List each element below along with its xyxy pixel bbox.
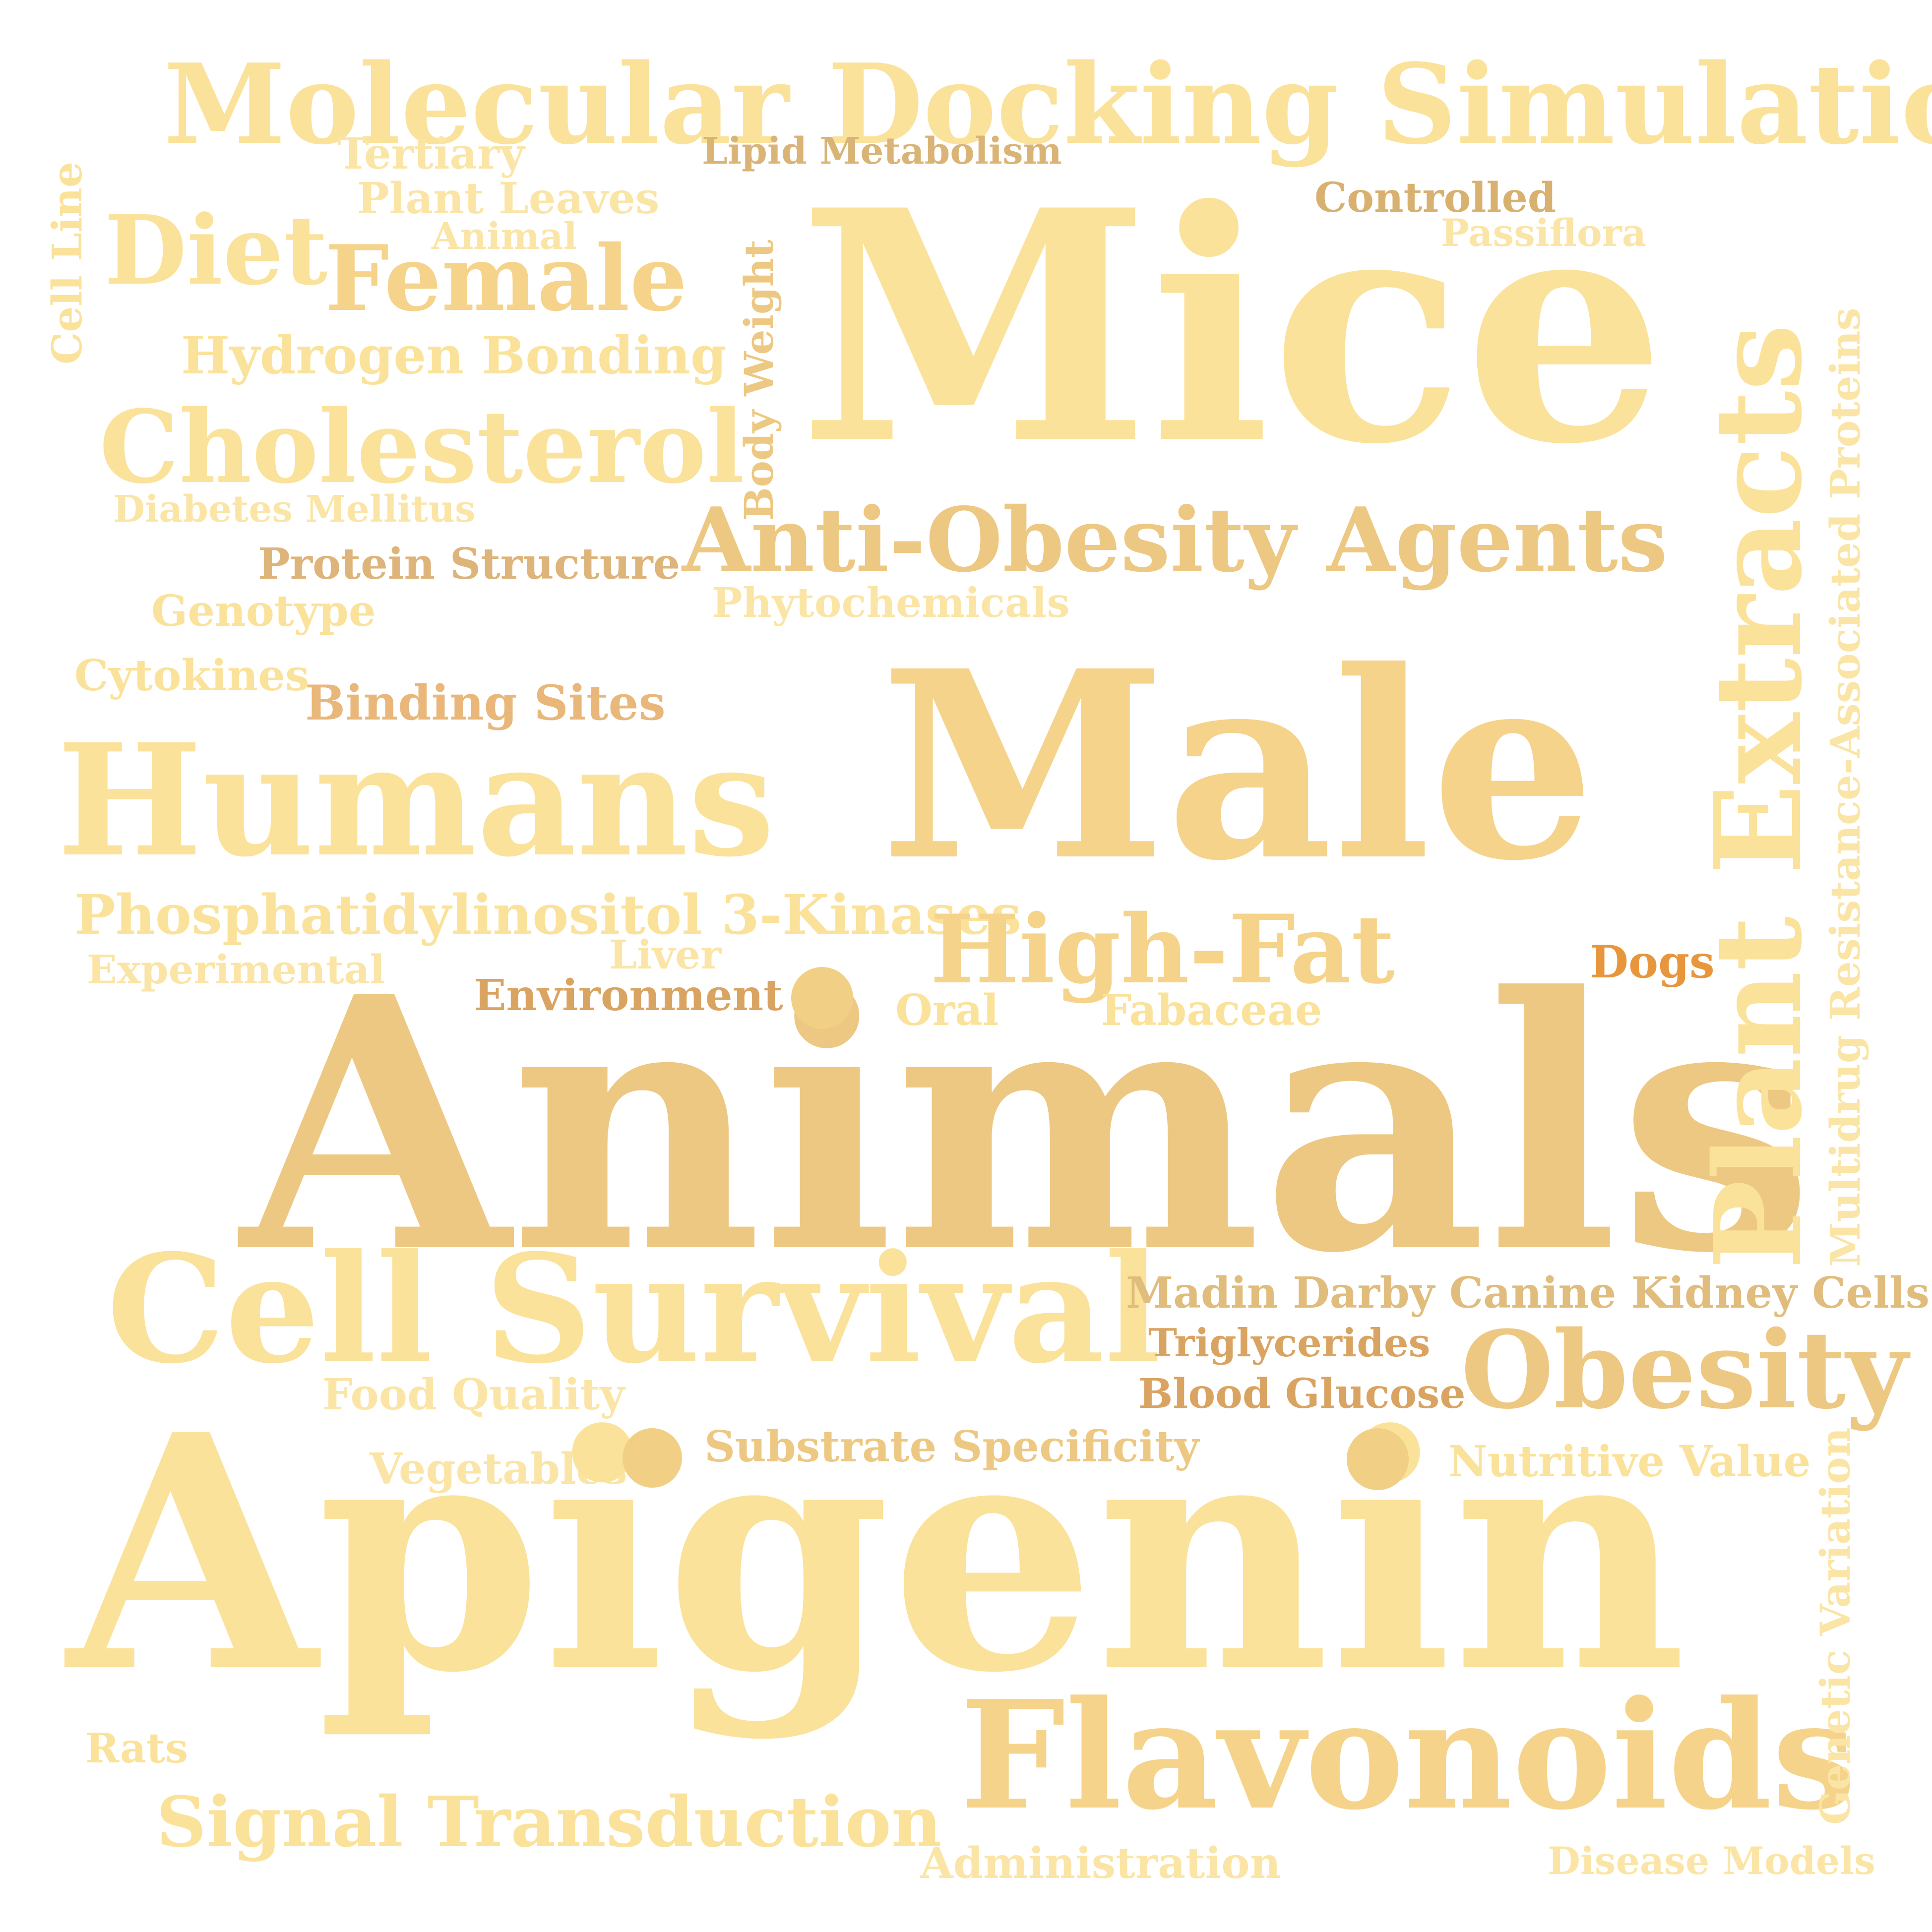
- word-nutritive-value: Nutritive Value: [1448, 1437, 1811, 1487]
- word-disease-models: Disease Models: [1548, 1839, 1875, 1883]
- word-body-weight: Body Weight: [736, 240, 782, 521]
- word-apigenin: Apigenin: [67, 1365, 1687, 1744]
- word-molecular-docking-simulation: Molecular Docking Simulation: [164, 40, 1932, 169]
- word-tertiary: Tertiary: [337, 129, 525, 179]
- word-diet: Diet: [104, 195, 328, 306]
- dot-right: [1347, 1428, 1409, 1490]
- word-cytokines: Cytokines: [74, 651, 310, 701]
- word-environment: Environment: [474, 970, 783, 1021]
- word-liver: Liver: [609, 931, 722, 978]
- word-plant-leaves: Plant Leaves: [357, 174, 660, 224]
- word-phytochemicals: Phytochemicals: [712, 579, 1070, 627]
- word-hydrogen-bonding: Hydrogen Bonding: [181, 325, 727, 386]
- dot-center: [623, 1428, 682, 1488]
- word-protein-structure: Protein Structure: [258, 539, 681, 589]
- word-administration: Administration: [920, 1838, 1281, 1888]
- word-animals: Animals: [241, 922, 1814, 1329]
- word-animal: Animal: [432, 215, 577, 258]
- word-genotype: Genotype: [151, 586, 376, 636]
- word-fabaceae: Fabaceae: [1101, 985, 1322, 1035]
- word-mice: Mice: [799, 141, 1666, 514]
- word-anti-obesity-agents: Anti-Obesity Agents: [682, 488, 1668, 592]
- word-binding-sites: Binding Sites: [305, 675, 666, 731]
- word-passiflora: Passiflora: [1441, 211, 1647, 255]
- word-phosphatidylinositol: Phosphatidylinositol 3-Kinases: [74, 883, 1022, 947]
- word-diabetes-mellitus: Diabetes Mellitus: [113, 488, 476, 531]
- word-food-quality: Food Quality: [322, 1370, 625, 1420]
- word-dogs: Dogs: [1590, 936, 1715, 988]
- dot-left: [791, 967, 853, 1029]
- word-genetic-variation: Genetic Variation: [1812, 1427, 1860, 1825]
- word-cell-survival: Cell Survival: [107, 1221, 1161, 1396]
- word-controlled: Controlled: [1314, 174, 1557, 222]
- word-triglycerides: Triglycerides: [1148, 1321, 1431, 1366]
- word-male: Male: [880, 614, 1595, 917]
- word-plant-extracts: Plant Extracts: [1688, 324, 1828, 1269]
- word-high-fat: High-Fat: [930, 894, 1395, 1005]
- word-cell-line: Cell Line: [44, 162, 91, 364]
- word-rats: Rats: [85, 1725, 188, 1772]
- word-humans: Humans: [57, 711, 775, 891]
- word-madin-darby: Madin Darby Canine Kidney Cells: [1126, 1268, 1930, 1318]
- word-blood-glucose: Blood Glucose: [1138, 1370, 1466, 1418]
- word-multidrug-resistance: Multidrug Resistance-Associated Proteins: [1822, 307, 1870, 1268]
- word-oral: Oral: [895, 985, 999, 1035]
- word-flavonoids: Flavonoids: [960, 1668, 1856, 1843]
- word-obesity: Obesity: [1461, 1307, 1908, 1433]
- word-cholesterol: Cholesterol: [99, 388, 745, 506]
- word-vegetables: Vegetables: [370, 1444, 627, 1494]
- word-signal-transduction: Signal Transduction: [156, 1782, 942, 1863]
- word-experimental: Experimental: [87, 946, 385, 993]
- word-female: Female: [325, 225, 687, 331]
- word-lipid-metabolism: Lipid Metabolism: [702, 130, 1062, 173]
- word-substrate-specificity: Substrate Specificity: [704, 1422, 1199, 1472]
